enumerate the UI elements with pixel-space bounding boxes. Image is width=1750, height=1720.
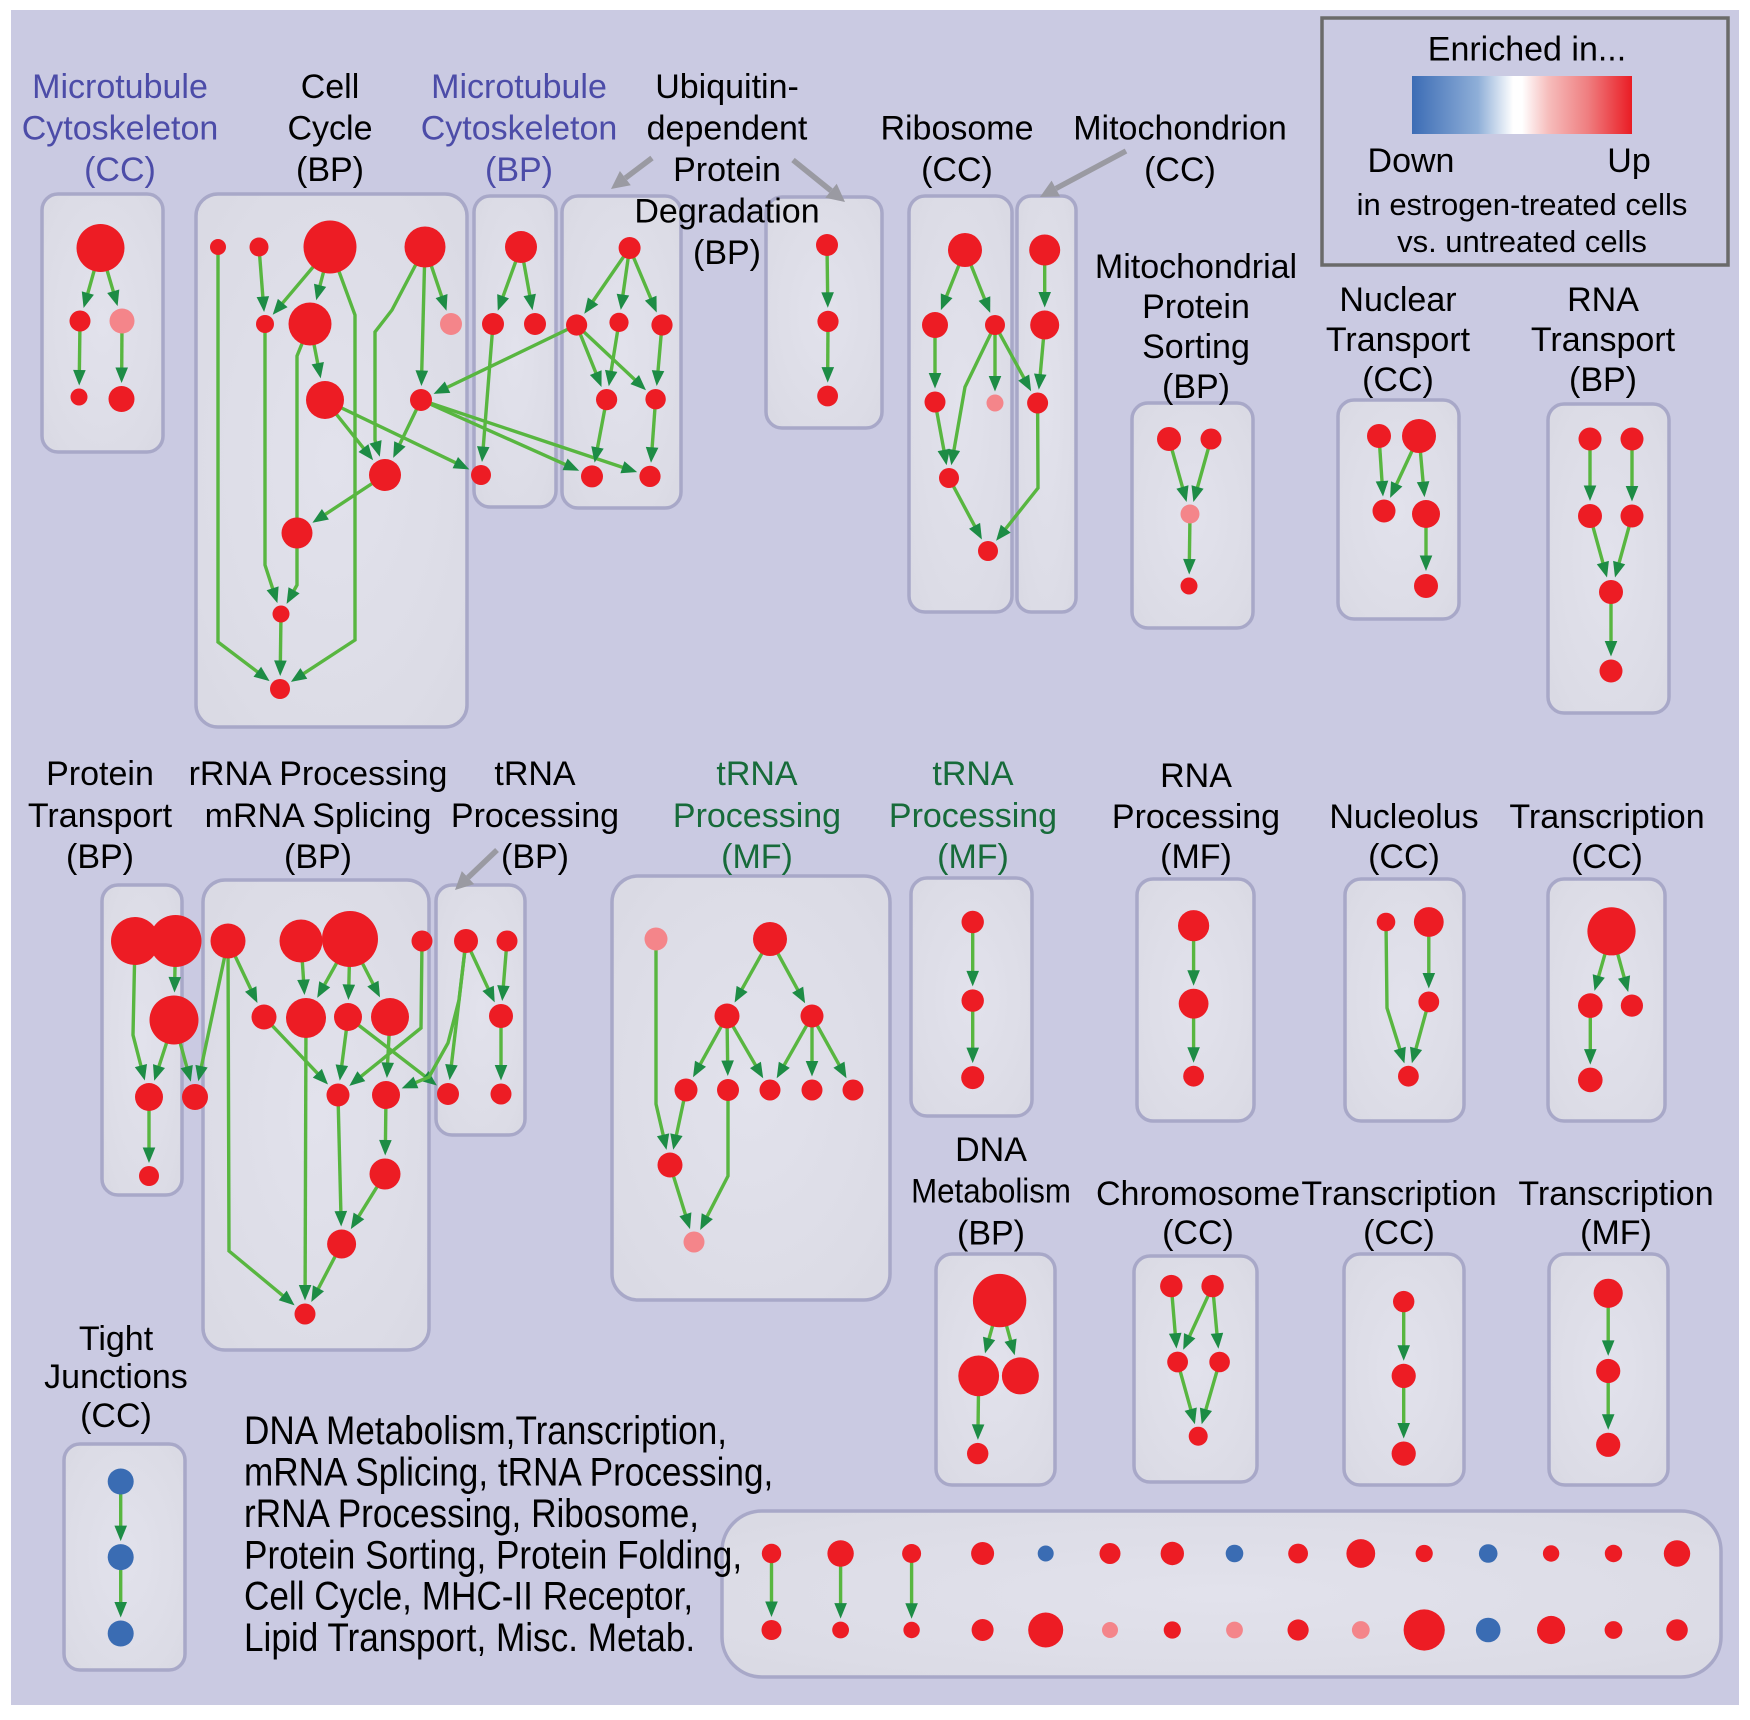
svg-text:mRNA Splicing: mRNA Splicing: [205, 797, 432, 835]
svg-text:(CC): (CC): [1144, 151, 1216, 189]
svg-text:(CC): (CC): [1363, 1214, 1435, 1252]
svg-text:(MF): (MF): [721, 838, 793, 876]
svg-text:Microtubule: Microtubule: [32, 68, 208, 106]
svg-text:Down: Down: [1368, 142, 1455, 180]
svg-text:Cell: Cell: [301, 68, 360, 106]
svg-text:Processing: Processing: [1112, 798, 1280, 836]
svg-text:tRNA: tRNA: [494, 755, 576, 793]
svg-text:Transport: Transport: [1531, 321, 1676, 359]
svg-text:Ribosome: Ribosome: [880, 110, 1033, 148]
svg-text:(BP): (BP): [284, 838, 352, 876]
svg-text:Mitochondrion: Mitochondrion: [1073, 110, 1287, 148]
svg-text:Lipid Transport, Misc. Metab.: Lipid Transport, Misc. Metab.: [244, 1615, 695, 1659]
svg-text:(BP): (BP): [296, 151, 364, 189]
svg-text:Degradation: Degradation: [634, 193, 819, 231]
svg-text:Processing: Processing: [451, 797, 619, 835]
svg-text:rRNA Processing: rRNA Processing: [189, 755, 448, 793]
svg-text:(CC): (CC): [1571, 838, 1643, 876]
svg-text:Cell Cycle, MHC-II Receptor,: Cell Cycle, MHC-II Receptor,: [244, 1574, 693, 1618]
svg-text:Processing: Processing: [673, 797, 841, 835]
svg-text:Up: Up: [1607, 142, 1650, 180]
svg-text:DNA Metabolism,Transcription,: DNA Metabolism,Transcription,: [244, 1408, 727, 1452]
svg-text:(BP): (BP): [501, 838, 569, 876]
svg-text:vs. untreated cells: vs. untreated cells: [1397, 224, 1647, 259]
svg-text:Enriched in...: Enriched in...: [1428, 31, 1626, 69]
svg-text:Nucleolus: Nucleolus: [1329, 798, 1478, 836]
svg-text:(BP): (BP): [957, 1215, 1025, 1253]
svg-text:(MF): (MF): [1580, 1214, 1652, 1252]
svg-text:Cytoskeleton: Cytoskeleton: [421, 110, 618, 148]
svg-text:Sorting: Sorting: [1142, 328, 1250, 366]
svg-text:Protein: Protein: [46, 755, 154, 793]
svg-text:(CC): (CC): [1162, 1214, 1234, 1252]
svg-text:(CC): (CC): [80, 1397, 152, 1435]
svg-text:Transport: Transport: [28, 797, 173, 835]
svg-text:Ubiquitin-: Ubiquitin-: [655, 68, 799, 106]
svg-text:tRNA: tRNA: [932, 755, 1014, 793]
svg-text:Chromosome: Chromosome: [1096, 1175, 1300, 1213]
svg-text:dependent: dependent: [647, 110, 808, 148]
svg-text:mRNA Splicing, tRNA Processing: mRNA Splicing, tRNA Processing,: [244, 1450, 773, 1494]
svg-text:(MF): (MF): [1160, 838, 1232, 876]
svg-text:Cytoskeleton: Cytoskeleton: [22, 110, 219, 148]
svg-text:in estrogen-treated cells: in estrogen-treated cells: [1357, 187, 1688, 222]
svg-text:Transcription: Transcription: [1509, 798, 1704, 836]
svg-text:Junctions: Junctions: [44, 1358, 188, 1396]
svg-text:Metabolism: Metabolism: [911, 1171, 1071, 1210]
svg-text:Protein Sorting, Protein Foldi: Protein Sorting, Protein Folding,: [244, 1532, 742, 1576]
svg-text:Microtubule: Microtubule: [431, 68, 607, 106]
svg-text:(BP): (BP): [485, 151, 553, 189]
svg-text:Processing: Processing: [889, 797, 1057, 835]
svg-text:Transcription: Transcription: [1301, 1175, 1496, 1213]
svg-text:rRNA Processing, Ribosome,: rRNA Processing, Ribosome,: [244, 1491, 699, 1535]
svg-text:RNA: RNA: [1160, 757, 1232, 795]
svg-text:Nuclear: Nuclear: [1339, 281, 1456, 319]
svg-text:(CC): (CC): [84, 151, 156, 189]
svg-text:(CC): (CC): [1368, 838, 1440, 876]
svg-text:tRNA: tRNA: [716, 755, 798, 793]
svg-text:(BP): (BP): [1569, 361, 1637, 399]
svg-text:Mitochondrial: Mitochondrial: [1095, 248, 1297, 286]
svg-text:Protein: Protein: [1142, 288, 1250, 326]
svg-text:Cycle: Cycle: [287, 110, 372, 148]
svg-text:Tight: Tight: [79, 1320, 154, 1358]
svg-text:Protein: Protein: [673, 151, 781, 189]
svg-text:Transcription: Transcription: [1518, 1175, 1713, 1213]
svg-text:DNA: DNA: [955, 1131, 1027, 1169]
svg-text:Transport: Transport: [1326, 321, 1471, 359]
svg-text:(CC): (CC): [921, 151, 993, 189]
svg-text:(BP): (BP): [66, 838, 134, 876]
svg-text:(BP): (BP): [693, 234, 761, 272]
svg-text:(MF): (MF): [937, 838, 1009, 876]
svg-text:(BP): (BP): [1162, 368, 1230, 406]
svg-text:RNA: RNA: [1567, 281, 1639, 319]
svg-text:(CC): (CC): [1362, 361, 1434, 399]
